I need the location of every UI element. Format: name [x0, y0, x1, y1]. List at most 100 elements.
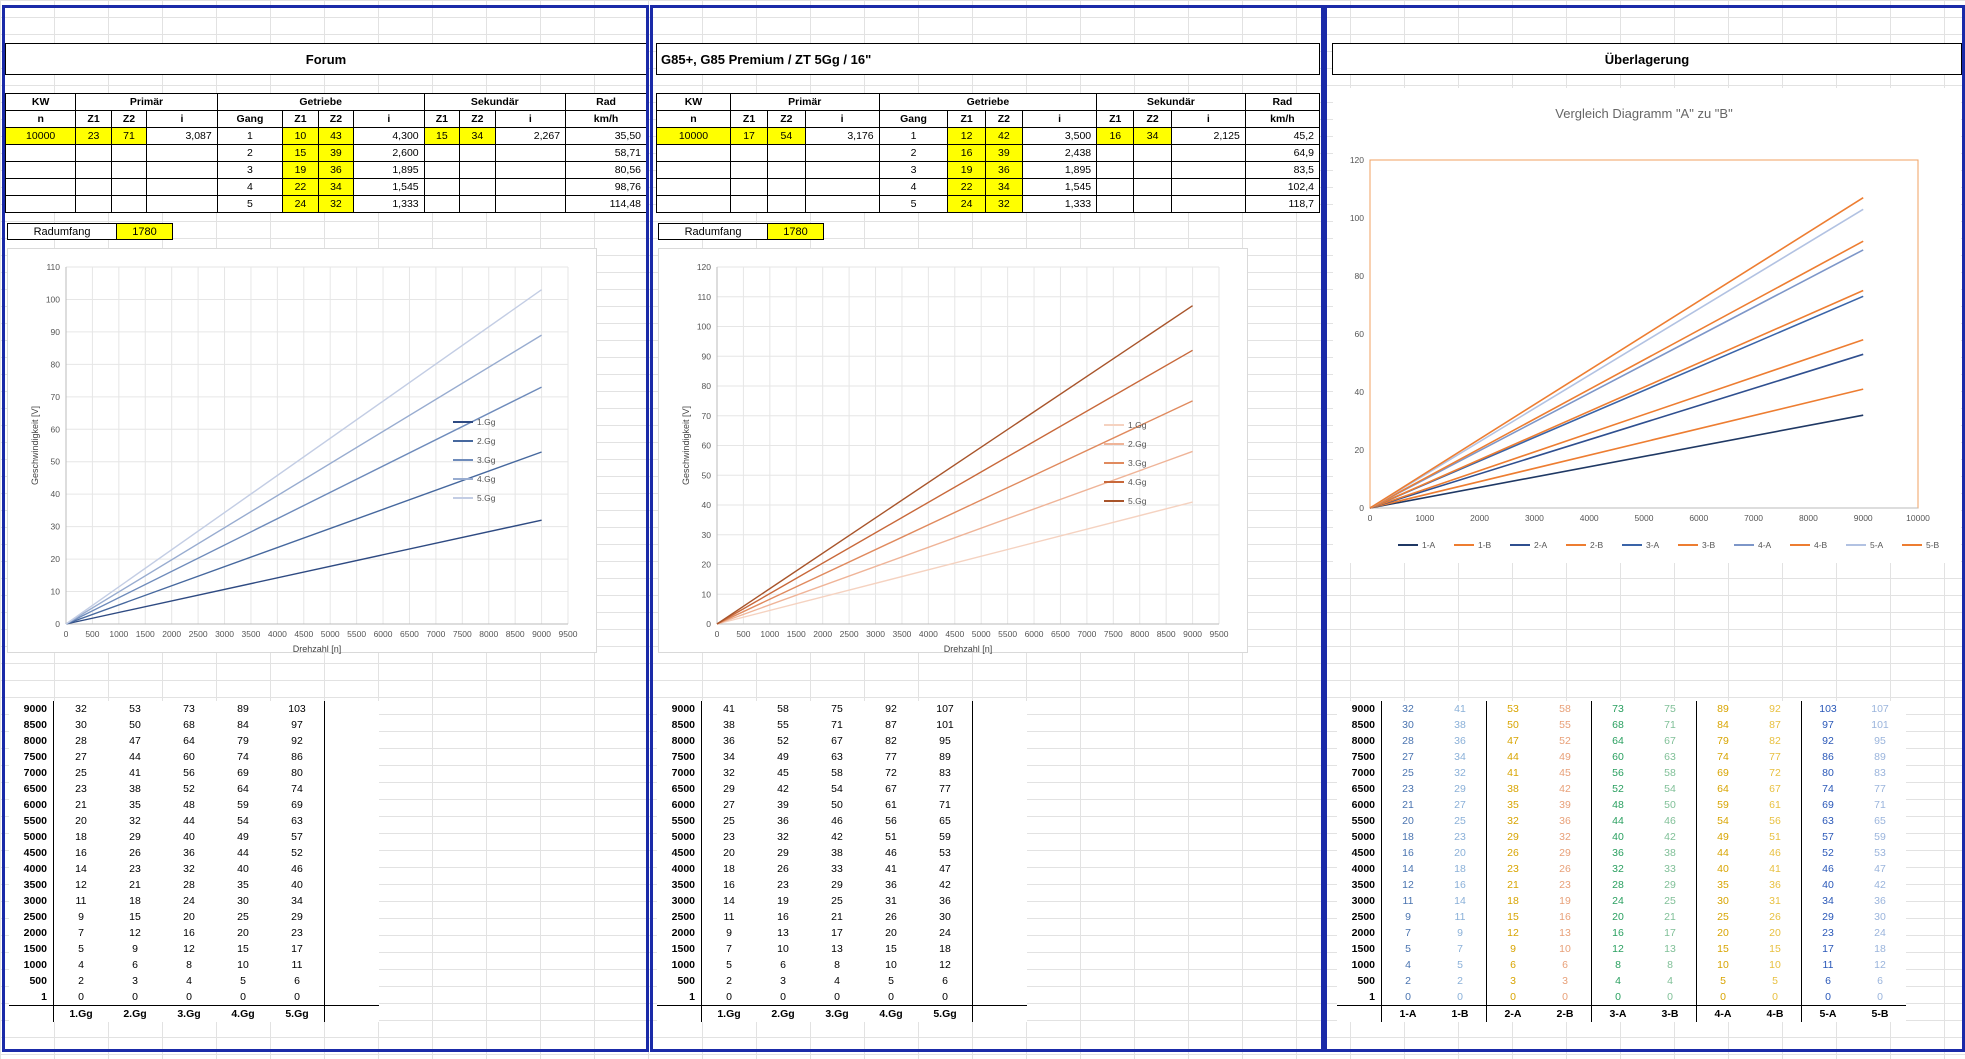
rpm-cell[interactable]: 6000: [671, 799, 695, 811]
overlay-a-cell[interactable]: 25: [1381, 765, 1434, 781]
speed-cell[interactable]: 25: [237, 911, 249, 923]
overlay-a-cell[interactable]: 103: [1801, 701, 1854, 717]
spec-cell-pi[interactable]: [146, 161, 218, 179]
column-label[interactable]: 4-A: [1696, 1005, 1749, 1022]
rpm-cell[interactable]: 500: [677, 975, 695, 987]
speed-cell[interactable]: 3: [780, 975, 786, 987]
speed-cell[interactable]: 30: [53, 717, 108, 733]
rpm-cell[interactable]: 1: [1369, 991, 1375, 1003]
overlay-b-cell[interactable]: 24: [1874, 927, 1886, 939]
spec-cell-sz1[interactable]: [423, 195, 461, 213]
speed-cell[interactable]: 4: [186, 975, 192, 987]
speed-cell[interactable]: 25: [701, 813, 756, 829]
radumfang-value[interactable]: 1780: [117, 223, 173, 240]
speed-cell[interactable]: 18: [129, 895, 141, 907]
spec-cell-kmh[interactable]: 64,9: [1244, 144, 1321, 162]
overlay-b-cell[interactable]: 53: [1874, 847, 1886, 859]
spec-cell-sz1[interactable]: [423, 144, 461, 162]
spec-cell-gang[interactable]: 1: [878, 127, 949, 145]
overlay-a-cell[interactable]: 27: [1381, 749, 1434, 765]
radumfang-value[interactable]: 1780: [768, 223, 824, 240]
speed-cell[interactable]: 101: [936, 719, 954, 731]
empty-cell[interactable]: [972, 797, 1027, 813]
spec-cell-sz1[interactable]: [1096, 161, 1135, 179]
overlay-a-cell[interactable]: 23: [1486, 861, 1539, 877]
overlay-a-cell[interactable]: 11: [1381, 893, 1434, 909]
speed-cell[interactable]: 47: [129, 735, 141, 747]
speed-cell[interactable]: 9: [53, 909, 108, 925]
rpm-cell[interactable]: 1500: [1351, 943, 1375, 955]
speed-cell[interactable]: 5: [240, 975, 246, 987]
rpm-cell[interactable]: 5000: [23, 831, 47, 843]
overlay-a-cell[interactable]: 12: [1381, 877, 1434, 893]
column-label[interactable]: 1.Gg: [701, 1005, 756, 1022]
overlay-a-cell[interactable]: 49: [1696, 829, 1749, 845]
overlay-b-cell[interactable]: 6: [1562, 959, 1568, 971]
speed-cell[interactable]: 18: [53, 829, 108, 845]
overlay-a-cell[interactable]: 44: [1486, 749, 1539, 765]
speed-cell[interactable]: 58: [831, 767, 843, 779]
speed-cell[interactable]: 13: [831, 943, 843, 955]
rpm-cell[interactable]: 7500: [671, 751, 695, 763]
speed-cell[interactable]: 29: [291, 911, 303, 923]
empty-cell[interactable]: [972, 893, 1027, 909]
empty-cell[interactable]: [324, 877, 379, 893]
spec-cell-pz1[interactable]: [75, 178, 112, 196]
speed-cell[interactable]: 0: [701, 989, 756, 1006]
overlay-b-cell[interactable]: 32: [1559, 831, 1571, 843]
spec-cell-si[interactable]: [1170, 178, 1246, 196]
header-cell[interactable]: n: [656, 110, 731, 128]
header-cell[interactable]: Z1: [947, 110, 986, 128]
speed-cell[interactable]: 38: [831, 847, 843, 859]
rpm-cell[interactable]: 9000: [1351, 703, 1375, 715]
spec-cell-sz2[interactable]: [1133, 178, 1172, 196]
speed-cell[interactable]: 25: [831, 895, 843, 907]
empty-cell[interactable]: [972, 877, 1027, 893]
speed-cell[interactable]: 35: [129, 799, 141, 811]
overlay-a-cell[interactable]: 18: [1381, 829, 1434, 845]
spec-cell-pz1[interactable]: [729, 178, 769, 196]
speed-cell[interactable]: 56: [885, 815, 897, 827]
overlay-b-cell[interactable]: 18: [1454, 863, 1466, 875]
speed-cell[interactable]: 20: [183, 911, 195, 923]
spec-cell-i[interactable]: 3,500: [1022, 127, 1098, 145]
speed-cell[interactable]: 23: [53, 781, 108, 797]
header-cell[interactable]: Z1: [729, 110, 769, 128]
overlay-a-cell[interactable]: 40: [1591, 829, 1644, 845]
overlay-b-cell[interactable]: 41: [1454, 703, 1466, 715]
spec-cell-sz2[interactable]: 34: [459, 127, 496, 145]
rpm-cell[interactable]: 5000: [1351, 831, 1375, 843]
spec-cell-pi[interactable]: [804, 195, 880, 213]
spec-cell-pz1[interactable]: [75, 195, 112, 213]
spec-cell-pi[interactable]: [146, 178, 218, 196]
spec-cell-i[interactable]: 1,333: [1022, 195, 1098, 213]
speed-cell[interactable]: 87: [885, 719, 897, 731]
speed-cell[interactable]: 30: [237, 895, 249, 907]
overlay-b-cell[interactable]: 29: [1454, 783, 1466, 795]
rpm-cell[interactable]: 1000: [1351, 959, 1375, 971]
header-cell[interactable]: Rad: [565, 93, 646, 111]
speed-cell[interactable]: 69: [291, 799, 303, 811]
empty-cell[interactable]: [972, 941, 1027, 957]
spec-cell-gang[interactable]: 1: [216, 127, 284, 145]
spec-cell-sz1[interactable]: [423, 178, 461, 196]
rpm-cell[interactable]: 6500: [671, 783, 695, 795]
speed-cell[interactable]: 44: [237, 847, 249, 859]
overlay-b-cell[interactable]: 7: [1457, 943, 1463, 955]
spec-cell-pi[interactable]: 3,087: [146, 127, 218, 145]
overlay-b-cell[interactable]: 59: [1874, 831, 1886, 843]
overlay-a-cell[interactable]: 59: [1696, 797, 1749, 813]
overlay-a-cell[interactable]: 57: [1801, 829, 1854, 845]
spec-cell-z1[interactable]: 22: [947, 178, 986, 196]
speed-cell[interactable]: 49: [777, 751, 789, 763]
rpm-cell[interactable]: 4000: [1351, 863, 1375, 875]
overlay-b-cell[interactable]: 41: [1769, 863, 1781, 875]
overlay-b-cell[interactable]: 51: [1769, 831, 1781, 843]
speed-cell[interactable]: 92: [291, 735, 303, 747]
empty-cell[interactable]: [972, 1005, 1027, 1022]
column-label[interactable]: 2.Gg: [108, 1005, 162, 1022]
rpm-cell[interactable]: 1500: [671, 943, 695, 955]
spec-cell-sz2[interactable]: [1133, 144, 1172, 162]
overlay-a-cell[interactable]: 4: [1591, 973, 1644, 989]
spec-cell-z1[interactable]: 19: [947, 161, 986, 179]
